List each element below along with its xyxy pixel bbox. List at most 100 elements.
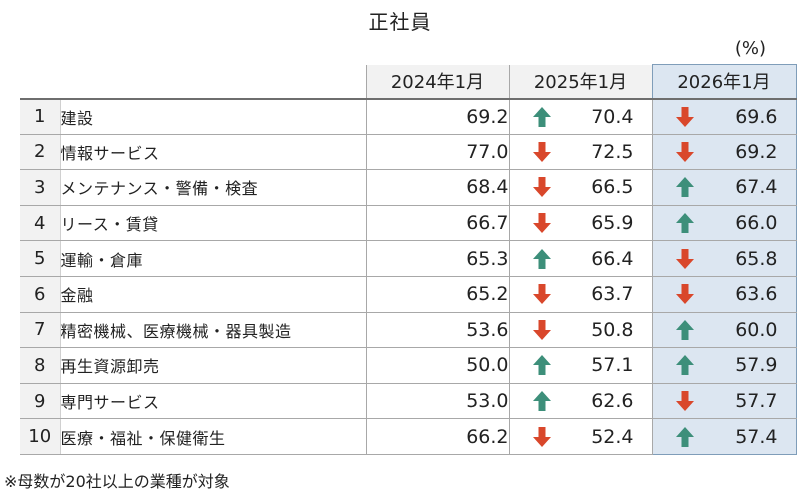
table-row: 5 運輸・倉庫 65.3 66.4 65.8 bbox=[20, 240, 797, 277]
table-row: 4 リース・賃貸 66.7 65.9 66.0 bbox=[20, 205, 797, 242]
value-2024-cell: 68.4 bbox=[365, 169, 509, 206]
arrow-down-icon bbox=[675, 141, 695, 163]
value-2026: 65.8 bbox=[735, 247, 778, 270]
rank-cell: 6 bbox=[20, 276, 61, 313]
value-2024-cell: 65.2 bbox=[365, 276, 509, 313]
industry-cell: メンテナンス・警備・検査 bbox=[60, 169, 366, 206]
rank-cell: 9 bbox=[20, 383, 61, 420]
industry-cell: 精密機械、医療機械・器具製造 bbox=[60, 312, 366, 349]
table-row: 7 精密機械、医療機械・器具製造 53.6 50.8 60.0 bbox=[20, 312, 797, 349]
value-2026-cell: 69.2 bbox=[651, 134, 797, 171]
value-2026: 60.0 bbox=[735, 318, 778, 341]
value-2024-cell: 53.0 bbox=[365, 383, 509, 420]
arrow-up-icon bbox=[532, 390, 552, 412]
value-2024-cell: 50.0 bbox=[365, 347, 509, 384]
header-blank-rank bbox=[20, 64, 60, 100]
industry-cell: 医療・福祉・保健衛生 bbox=[60, 418, 366, 455]
arrow-down-icon bbox=[675, 106, 695, 128]
value-2025: 63.7 bbox=[591, 283, 634, 306]
arrow-up-icon bbox=[675, 319, 695, 341]
industry-cell: 情報サービス bbox=[60, 134, 366, 171]
value-2025-cell: 66.4 bbox=[508, 240, 652, 277]
value-2026: 63.6 bbox=[735, 283, 778, 306]
footnote: ※母数が20社以上の業種が対象 bbox=[4, 472, 230, 491]
industry-cell: 運輸・倉庫 bbox=[60, 240, 366, 277]
industry-cell: 再生資源卸売 bbox=[60, 347, 366, 384]
column-header-2025: 2025年1月 bbox=[508, 64, 652, 100]
value-2025-cell: 66.5 bbox=[508, 169, 652, 206]
arrow-down-icon bbox=[675, 390, 695, 412]
value-2025-cell: 70.4 bbox=[508, 98, 652, 135]
industry-cell: 金融 bbox=[60, 276, 366, 313]
arrow-down-icon bbox=[532, 283, 552, 305]
value-2026: 57.7 bbox=[735, 390, 778, 413]
rank-cell: 1 bbox=[20, 98, 61, 135]
unit-label: (%) bbox=[734, 38, 766, 59]
value-2025: 62.6 bbox=[591, 390, 634, 413]
value-2025: 65.9 bbox=[591, 212, 634, 235]
value-2025: 66.5 bbox=[591, 176, 634, 199]
value-2025-cell: 72.5 bbox=[508, 134, 652, 171]
arrow-up-icon bbox=[675, 212, 695, 234]
value-2026-cell: 65.8 bbox=[651, 240, 797, 277]
value-2025-cell: 57.1 bbox=[508, 347, 652, 384]
table-row: 3 メンテナンス・警備・検査 68.4 66.5 67.4 bbox=[20, 169, 797, 206]
rank-cell: 3 bbox=[20, 169, 61, 206]
value-2026: 57.4 bbox=[735, 425, 778, 448]
arrow-down-icon bbox=[675, 283, 695, 305]
table-row: 1 建設 69.2 70.4 69.6 bbox=[20, 98, 797, 135]
header-blank-industry bbox=[60, 64, 366, 100]
rank-cell: 8 bbox=[20, 347, 61, 384]
value-2024-cell: 66.2 bbox=[365, 418, 509, 455]
value-2025: 57.1 bbox=[591, 354, 634, 377]
value-2026-cell: 57.9 bbox=[651, 347, 797, 384]
value-2026: 66.0 bbox=[735, 212, 778, 235]
arrow-down-icon bbox=[532, 141, 552, 163]
rank-cell: 2 bbox=[20, 134, 61, 171]
industry-cell: 建設 bbox=[60, 98, 366, 135]
value-2025: 66.4 bbox=[591, 247, 634, 270]
value-2025: 70.4 bbox=[591, 105, 634, 128]
column-header-2024: 2024年1月 bbox=[365, 64, 509, 100]
value-2026: 67.4 bbox=[735, 176, 778, 199]
value-2025-cell: 65.9 bbox=[508, 205, 652, 242]
arrow-up-icon bbox=[675, 426, 695, 448]
table-row: 8 再生資源卸売 50.0 57.1 57.9 bbox=[20, 347, 797, 384]
value-2025-cell: 52.4 bbox=[508, 418, 652, 455]
value-2026-cell: 57.4 bbox=[651, 418, 797, 455]
value-2025-cell: 62.6 bbox=[508, 383, 652, 420]
arrow-up-icon bbox=[532, 106, 552, 128]
value-2024-cell: 65.3 bbox=[365, 240, 509, 277]
arrow-up-icon bbox=[675, 354, 695, 376]
industry-cell: 専門サービス bbox=[60, 383, 366, 420]
table-body: 1 建設 69.2 70.4 69.6 2 情報サービス 77.0 72.5 69.2 3 メンテナン… bbox=[20, 98, 797, 455]
value-2025: 72.5 bbox=[591, 140, 634, 163]
value-2026-cell: 63.6 bbox=[651, 276, 797, 313]
value-2025-cell: 50.8 bbox=[508, 312, 652, 349]
ranking-table: 2024年1月 2025年1月 2026年1月 1 建設 69.2 70.4 69.6 2… bbox=[20, 64, 797, 455]
value-2026-cell: 67.4 bbox=[651, 169, 797, 206]
table-row: 6 金融 65.2 63.7 63.6 bbox=[20, 276, 797, 313]
table-row: 10 医療・福祉・保健衛生 66.2 52.4 57.4 bbox=[20, 418, 797, 455]
value-2025: 50.8 bbox=[591, 318, 634, 341]
arrow-down-icon bbox=[532, 212, 552, 234]
table-title: 正社員 bbox=[368, 10, 432, 34]
header-row: 2024年1月 2025年1月 2026年1月 bbox=[20, 64, 797, 100]
arrow-down-icon bbox=[675, 248, 695, 270]
industry-cell: リース・賃貸 bbox=[60, 205, 366, 242]
value-2024-cell: 53.6 bbox=[365, 312, 509, 349]
column-header-2026: 2026年1月 bbox=[651, 64, 797, 100]
arrow-down-icon bbox=[532, 176, 552, 198]
value-2026: 57.9 bbox=[735, 354, 778, 377]
value-2024-cell: 66.7 bbox=[365, 205, 509, 242]
value-2026: 69.6 bbox=[735, 105, 778, 128]
value-2024-cell: 69.2 bbox=[365, 98, 509, 135]
value-2026: 69.2 bbox=[735, 140, 778, 163]
table-row: 2 情報サービス 77.0 72.5 69.2 bbox=[20, 134, 797, 171]
arrow-up-icon bbox=[532, 248, 552, 270]
value-2024-cell: 77.0 bbox=[365, 134, 509, 171]
value-2026-cell: 57.7 bbox=[651, 383, 797, 420]
value-2026-cell: 66.0 bbox=[651, 205, 797, 242]
arrow-up-icon bbox=[675, 176, 695, 198]
arrow-up-icon bbox=[532, 354, 552, 376]
